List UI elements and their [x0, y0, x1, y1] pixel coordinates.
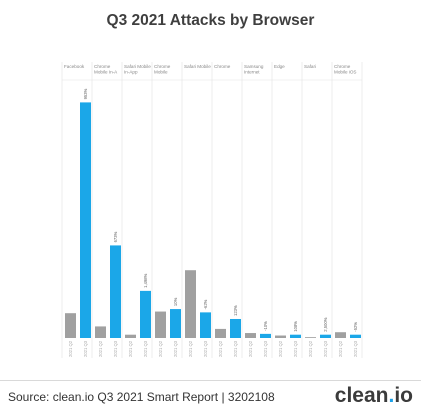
- category-label: Facebook: [64, 64, 85, 69]
- bar-q2: [185, 270, 196, 338]
- footer-divider: [0, 380, 421, 381]
- tick-label: 2021 Q2: [128, 340, 133, 357]
- bar-q3: [290, 334, 301, 338]
- bar-q2: [155, 311, 166, 338]
- data-label: 673%: [113, 231, 118, 242]
- tick-label: 2021 Q2: [308, 340, 313, 357]
- bar-q3: [230, 318, 241, 338]
- cleanio-logo: clean.io: [334, 384, 413, 407]
- category-label: Edge: [274, 64, 285, 69]
- bar-q3: [80, 102, 91, 339]
- bar-q3: [320, 334, 331, 338]
- tick-label: 2021 Q3: [83, 340, 88, 357]
- chart-title: Q3 2021 Attacks by Browser: [106, 12, 315, 29]
- tick-label: 2021 Q2: [68, 340, 73, 357]
- category-label: Internet: [244, 70, 260, 75]
- data-label: 1,498%: [143, 273, 148, 287]
- bar-q2: [215, 328, 226, 338]
- bar-q2: [95, 326, 106, 338]
- bar-q3: [110, 245, 121, 338]
- bar-q2: [305, 337, 316, 338]
- bar-q2: [65, 313, 76, 338]
- category-label: Mobile In-A: [94, 70, 118, 75]
- data-label: 108%: [293, 321, 298, 332]
- data-label: 10%: [173, 297, 178, 306]
- bar-q3: [170, 309, 181, 338]
- category-label: In-App: [124, 70, 138, 75]
- bar-q2: [125, 334, 136, 338]
- category-label: Safari: [304, 64, 316, 69]
- tick-label: 2021 Q3: [263, 340, 268, 357]
- category-label: Chrome: [94, 64, 111, 69]
- category-label: Mobile iOS: [334, 70, 356, 75]
- bar-q2: [335, 332, 346, 338]
- tick-label: 2021 Q2: [338, 340, 343, 357]
- bar-q3: [200, 312, 211, 338]
- bar-q3: [260, 333, 271, 338]
- category-label: Chrome: [334, 64, 351, 69]
- tick-label: 2021 Q2: [188, 340, 193, 357]
- tick-label: 2021 Q3: [323, 340, 328, 357]
- data-label: -10%: [263, 321, 268, 331]
- category-label: Safari Mobile: [124, 64, 151, 69]
- tick-label: 2021 Q3: [233, 340, 238, 357]
- tick-label: 2021 Q2: [158, 340, 163, 357]
- bar-q3: [350, 334, 361, 338]
- tick-label: 2021 Q3: [113, 340, 118, 357]
- category-label: Mobile: [154, 70, 168, 75]
- source-caption: Source: clean.io Q3 2021 Smart Report | …: [8, 390, 275, 404]
- tick-label: 2021 Q2: [278, 340, 283, 357]
- data-label: 123%: [233, 305, 238, 316]
- tick-label: 2021 Q2: [248, 340, 253, 357]
- tick-label: 2021 Q3: [353, 340, 358, 357]
- data-label: 953%: [83, 88, 88, 99]
- category-label: Samsung: [244, 64, 264, 69]
- data-label: -52%: [353, 322, 358, 332]
- bar-q2: [275, 335, 286, 338]
- category-label: Safari Mobile: [184, 64, 211, 69]
- category-label: Chrome: [214, 64, 231, 69]
- category-label: Chrome: [154, 64, 171, 69]
- tick-label: 2021 Q2: [98, 340, 103, 357]
- tick-label: 2021 Q3: [143, 340, 148, 357]
- tick-label: 2021 Q2: [218, 340, 223, 357]
- data-label: 2,500%: [323, 317, 328, 331]
- bar-q2: [245, 333, 256, 338]
- tick-label: 2021 Q3: [293, 340, 298, 357]
- bar-q3: [140, 290, 151, 338]
- tick-label: 2021 Q3: [173, 340, 178, 357]
- tick-label: 2021 Q3: [203, 340, 208, 357]
- data-label: -62%: [203, 299, 208, 309]
